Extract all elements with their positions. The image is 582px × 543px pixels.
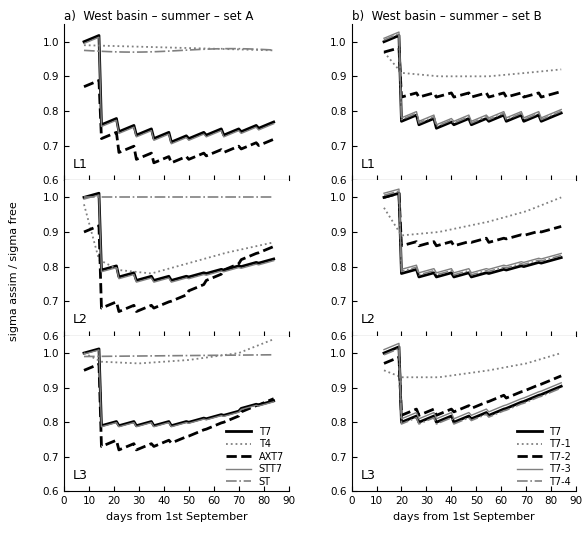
Text: L1: L1 xyxy=(73,158,88,171)
X-axis label: days from 1st September: days from 1st September xyxy=(105,512,247,522)
Text: L3: L3 xyxy=(360,469,375,482)
Text: L2: L2 xyxy=(360,313,375,326)
Text: a)  West basin – summer – set A: a) West basin – summer – set A xyxy=(64,10,253,23)
Text: L2: L2 xyxy=(73,313,88,326)
Text: sigma assim / sigma free: sigma assim / sigma free xyxy=(9,201,19,342)
Legend: T7, T4, AXT7, STT7, ST: T7, T4, AXT7, STT7, ST xyxy=(226,427,284,487)
Text: L3: L3 xyxy=(73,469,88,482)
Legend: T7, T7-1, T7-2, T7-3, T7-4: T7, T7-1, T7-2, T7-3, T7-4 xyxy=(517,427,572,487)
Text: b)  West basin – summer – set B: b) West basin – summer – set B xyxy=(352,10,541,23)
X-axis label: days from 1st September: days from 1st September xyxy=(393,512,535,522)
Text: L1: L1 xyxy=(360,158,375,171)
